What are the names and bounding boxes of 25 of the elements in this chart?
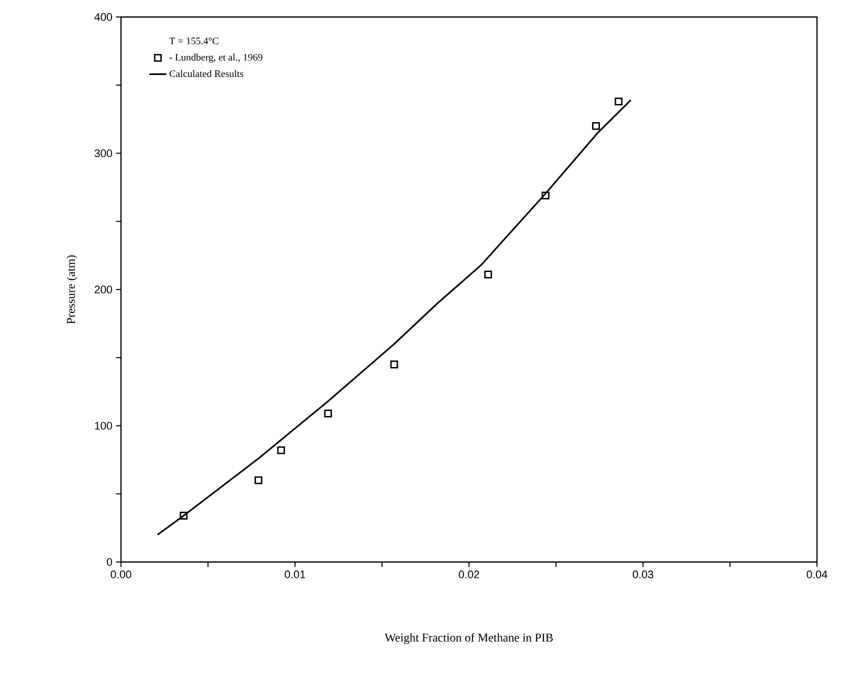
point bbox=[324, 410, 332, 418]
point bbox=[592, 122, 600, 130]
legend-title: T = 155.4°C bbox=[169, 38, 218, 44]
point bbox=[542, 192, 550, 200]
point bbox=[484, 270, 492, 278]
legend-label: - Lundberg, et al., 1969 bbox=[170, 54, 262, 63]
point bbox=[254, 476, 262, 484]
y-tick-label: 100 bbox=[95, 422, 112, 430]
point bbox=[180, 512, 188, 520]
x-tick-label: 0.01 bbox=[284, 570, 306, 578]
y-tick-label: 300 bbox=[94, 149, 112, 158]
y-tick-label: 200 bbox=[94, 286, 112, 294]
point bbox=[390, 360, 398, 368]
point bbox=[614, 98, 623, 106]
y-tick-label: 0 bbox=[106, 558, 112, 566]
x-axis-title: Weight Fraction of Methane in PIB bbox=[384, 633, 553, 644]
legend-label: Calculated Results bbox=[170, 70, 244, 78]
y-tick-label: 400 bbox=[94, 13, 112, 21]
x-tick-label: 0.04 bbox=[806, 570, 828, 578]
x-tick-label: 0.02 bbox=[458, 570, 480, 578]
point bbox=[277, 446, 285, 454]
x-tick-label: 0.03 bbox=[632, 570, 654, 578]
x-tick-label: 0.00 bbox=[110, 570, 132, 578]
y-axis-title: Pressure (atm) bbox=[66, 255, 78, 324]
line-series bbox=[156, 99, 632, 536]
